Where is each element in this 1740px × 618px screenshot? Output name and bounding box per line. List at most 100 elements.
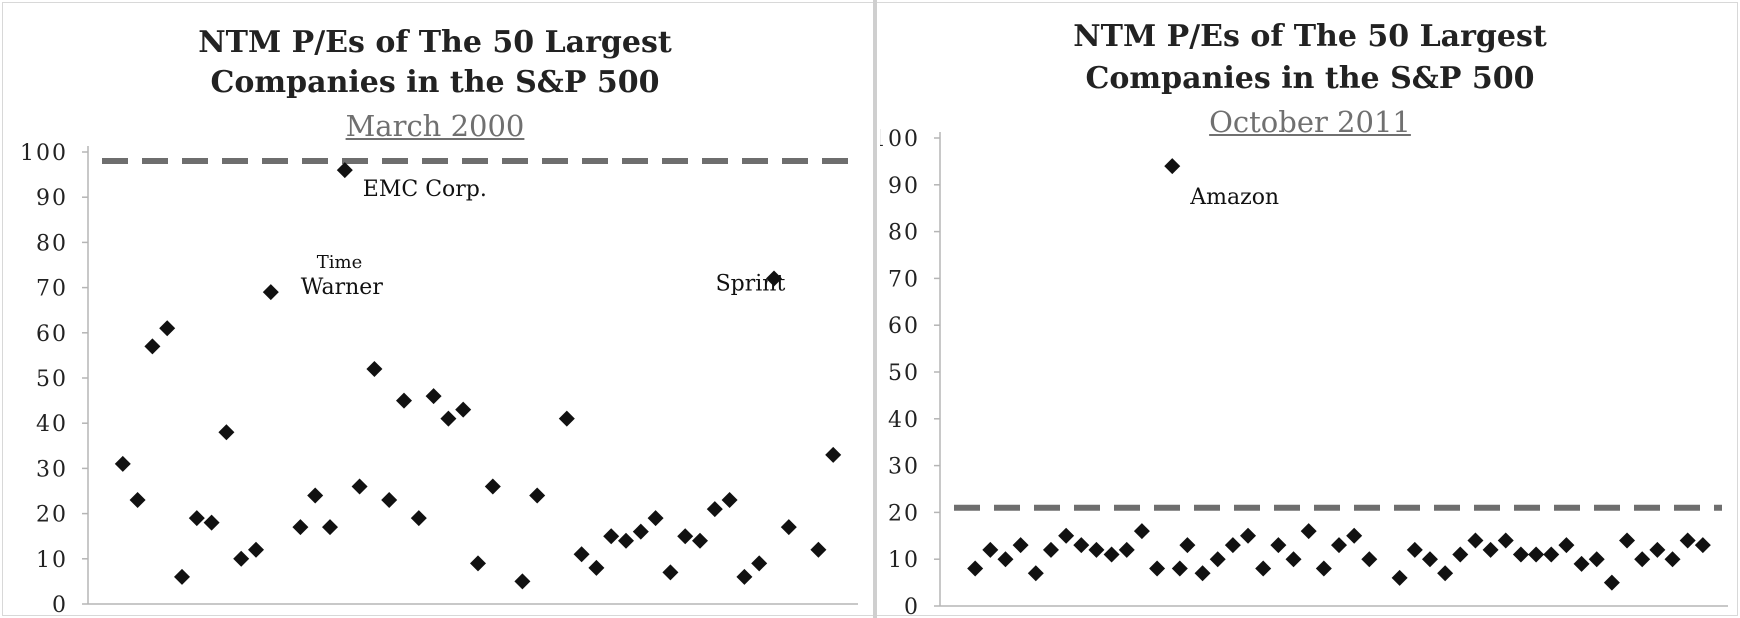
chart-subtitle: October 2011 <box>1209 105 1411 139</box>
data-point <box>1679 532 1696 549</box>
y-tick-label: 20 <box>36 503 68 528</box>
data-point <box>1467 532 1484 549</box>
data-point <box>1512 546 1529 563</box>
data-point <box>470 555 486 572</box>
data-point <box>484 478 501 495</box>
data-point <box>351 478 368 495</box>
data-point <box>1346 527 1363 544</box>
data-point <box>1391 569 1408 586</box>
y-tick-label: 70 <box>888 267 920 292</box>
y-tick-label: 90 <box>36 186 68 211</box>
data-point <box>336 162 353 179</box>
data-point <box>736 568 753 585</box>
chart-panel-october-2011: NTM P/Es of The 50 Largest Companies in … <box>880 0 1740 618</box>
data-point <box>780 519 797 536</box>
scatter-plot-october-2011: 0 10 20 30 40 50 60 70 80 90 100 Amazon <box>880 127 1728 618</box>
data-point <box>114 455 131 472</box>
data-point <box>588 559 605 576</box>
data-point <box>825 446 842 463</box>
data-point <box>1497 532 1514 549</box>
panel-divider <box>873 0 877 618</box>
scatter-plot-march-2000: 0 10 20 30 40 50 60 70 80 90 100 EMC Corp. TimeWarne… <box>20 141 858 618</box>
data-point <box>706 501 723 518</box>
data-point <box>1058 527 1075 544</box>
data-point <box>1073 537 1090 554</box>
chart-title-line1: NTM P/Es of The 50 Largest <box>1073 19 1547 54</box>
data-point <box>1619 532 1636 549</box>
data-point <box>1664 551 1681 568</box>
data-point <box>721 492 738 509</box>
y-tick-label: 70 <box>36 277 68 302</box>
data-point <box>262 284 279 301</box>
y-tick-label: 10 <box>888 548 920 573</box>
data-point <box>810 541 827 558</box>
data-point <box>1255 560 1272 577</box>
annotation-label: EMC Corp. <box>363 177 487 202</box>
data-point <box>188 510 205 527</box>
data-point <box>129 492 146 509</box>
data-point <box>410 510 427 527</box>
data-point <box>1194 565 1211 582</box>
data-point <box>292 519 309 536</box>
y-tick-label: 60 <box>888 314 920 339</box>
data-point <box>967 560 984 577</box>
y-tick-label: 50 <box>888 361 920 386</box>
data-point <box>1209 551 1226 568</box>
data-point <box>751 555 768 572</box>
data-point <box>1452 546 1469 563</box>
data-point <box>1012 537 1029 554</box>
chart-title-line1: NTM P/Es of The 50 Largest <box>198 25 672 60</box>
data-point <box>1634 551 1651 568</box>
data-point <box>425 388 442 405</box>
y-tick-label: 10 <box>36 548 68 573</box>
data-point <box>1406 541 1423 558</box>
data-point <box>1361 551 1378 568</box>
data-point <box>1027 565 1044 582</box>
data-point <box>1573 555 1590 572</box>
data-point <box>632 523 649 540</box>
data-point <box>677 528 694 545</box>
chart-title-line2: Companies in the S&P 500 <box>1085 61 1535 96</box>
data-point <box>1543 546 1560 563</box>
data-point <box>1558 537 1575 554</box>
y-tick-label: 20 <box>888 501 920 526</box>
data-point <box>1421 551 1438 568</box>
data-point <box>144 338 161 355</box>
y-tick-label: 40 <box>888 408 920 433</box>
data-point <box>248 541 264 558</box>
data-point <box>203 514 220 531</box>
data-point <box>1164 158 1181 175</box>
data-point <box>1240 527 1257 544</box>
data-point <box>529 487 546 504</box>
data-point <box>573 546 590 563</box>
data-point <box>1482 541 1499 558</box>
y-tick-label: 100 <box>880 127 920 152</box>
data-point <box>322 519 338 536</box>
data-point <box>159 320 176 337</box>
data-point <box>997 551 1014 568</box>
data-point <box>766 270 782 287</box>
data-point <box>558 410 575 427</box>
data-point <box>1042 541 1059 558</box>
y-tick-label: 90 <box>888 174 920 199</box>
data-point <box>1588 551 1605 568</box>
data-point <box>1437 565 1454 582</box>
y-tick-label: 80 <box>888 221 920 246</box>
data-point <box>1133 523 1150 540</box>
data-point <box>233 550 250 567</box>
chart-panel-march-2000: NTM P/Es of The 50 Largest Companies in … <box>20 25 858 618</box>
data-point <box>218 424 235 441</box>
data-point <box>1088 541 1105 558</box>
annotation-label: Warner <box>301 275 384 300</box>
data-point <box>1224 537 1241 554</box>
data-point <box>440 410 457 427</box>
data-point <box>603 528 620 545</box>
y-tick-label: 50 <box>36 367 68 392</box>
y-tick-label: 0 <box>904 595 920 618</box>
data-point <box>1315 560 1332 577</box>
y-tick-label: 0 <box>52 593 68 618</box>
data-point <box>514 573 531 590</box>
annotation-label: Sprint <box>716 272 786 297</box>
y-tick-label: 100 <box>20 141 68 166</box>
data-point <box>1285 551 1302 568</box>
